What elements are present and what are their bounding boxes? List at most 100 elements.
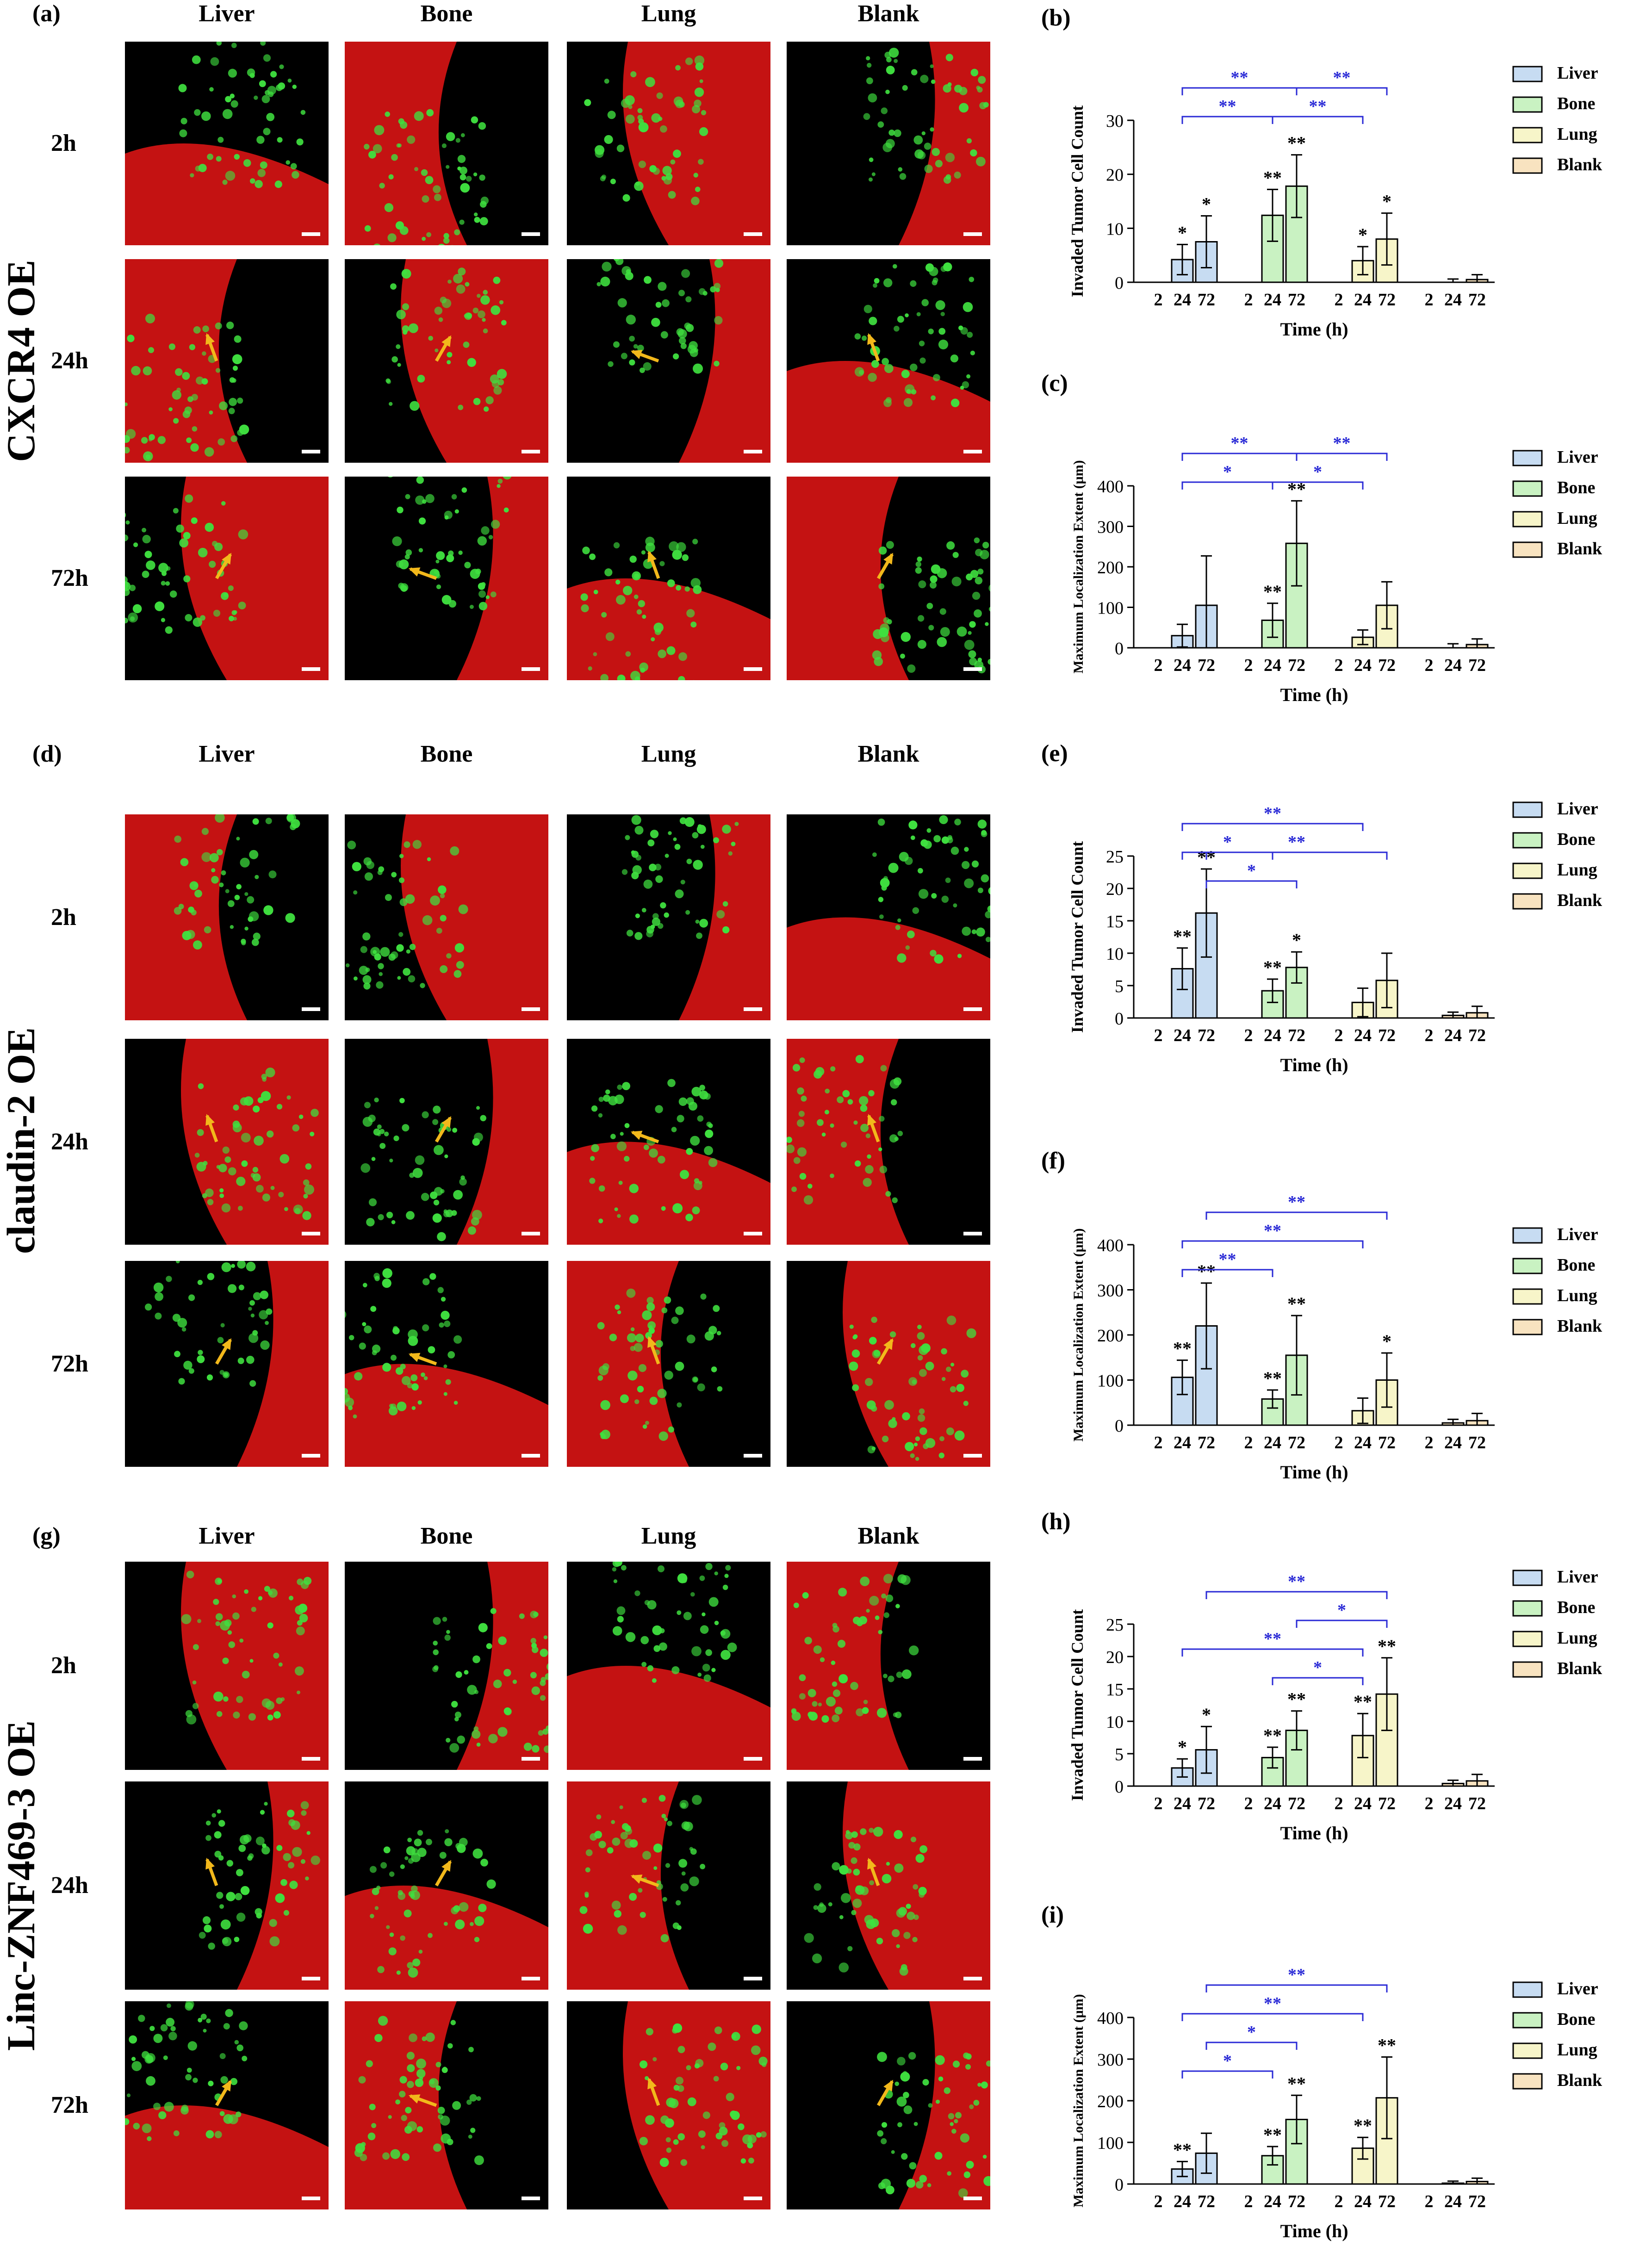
tumor-cell (228, 2114, 238, 2124)
tumor-cell (434, 1200, 439, 1205)
tumor-cell (530, 1672, 537, 1678)
x-tick-label: 72 (1198, 290, 1215, 310)
tumor-cell (598, 1113, 602, 1117)
row-label: 2h (51, 1652, 76, 1679)
tumor-cell (428, 1933, 433, 1938)
tumor-cell (459, 1902, 469, 1912)
tumor-cell (902, 1412, 910, 1421)
x-tick-label: 2 (1154, 1794, 1163, 1813)
tumor-cell (871, 1317, 877, 1323)
tumor-cell (933, 374, 940, 381)
tumor-cell (940, 627, 950, 637)
micrograph-image (787, 814, 990, 1020)
tumor-cell (230, 377, 235, 383)
tumor-cell (677, 1402, 682, 1408)
legend-swatch (1513, 863, 1542, 878)
tumor-cell (202, 325, 209, 332)
x-tick-label: 2 (1425, 2192, 1434, 2211)
tumor-cell (254, 96, 258, 100)
tumor-cell (852, 1384, 859, 1391)
tumor-cell (581, 604, 589, 612)
tumor-cell (883, 1574, 893, 1583)
tumor-cell (249, 1300, 255, 1306)
tumor-cell (918, 640, 926, 649)
x-tick-label: 72 (1288, 656, 1305, 675)
tumor-cell (277, 137, 283, 143)
tumor-cell (649, 1148, 658, 1158)
tumor-cell (489, 535, 493, 540)
tumor-cell (179, 84, 187, 92)
significance-star: * (1358, 224, 1367, 245)
tumor-cell (631, 1328, 635, 1332)
tumor-cell (957, 627, 967, 637)
tumor-cell (972, 592, 980, 600)
tumor-cell (917, 1325, 922, 1329)
tumor-cell (253, 1292, 261, 1300)
tumor-cell (639, 161, 646, 168)
tumor-cell (397, 363, 401, 367)
panel-label: (a) (32, 0, 61, 27)
tumor-cell (909, 1645, 919, 1655)
scale-bar (744, 1757, 762, 1761)
tissue-region (181, 1562, 329, 1770)
tumor-cell (217, 438, 225, 446)
tumor-cell (655, 1105, 663, 1113)
tumor-cell (199, 1932, 206, 1939)
tumor-cell (893, 1713, 898, 1717)
tumor-cell (721, 2140, 728, 2147)
legend-label: Lung (1557, 124, 1597, 144)
tumor-cell (459, 905, 468, 914)
tumor-cell (372, 1157, 376, 1161)
significance-bracket (1182, 482, 1273, 490)
tumor-cell (963, 302, 973, 312)
tumor-cell (981, 2081, 988, 2088)
tumor-cell (209, 561, 216, 568)
tumor-cell (962, 927, 971, 936)
tumor-cell (873, 283, 877, 288)
tumor-cell (454, 230, 460, 236)
tumor-cell (244, 1096, 254, 1106)
tumor-cell (467, 1685, 477, 1694)
tumor-cell (867, 1154, 871, 1159)
tumor-cell (598, 1219, 603, 1223)
x-tick-label: 24 (1354, 1026, 1372, 1045)
tumor-cell (659, 1432, 668, 1441)
tumor-cell (877, 2052, 887, 2062)
tumor-cell (437, 1232, 446, 1241)
tumor-cell (792, 1712, 801, 1721)
tumor-cell (125, 534, 128, 541)
tumor-cell (440, 297, 447, 303)
bracket-label: * (1313, 462, 1322, 482)
tumor-cell (601, 612, 607, 618)
tumor-cell (613, 341, 620, 348)
tumor-cell (917, 312, 921, 316)
tumor-cell (665, 854, 669, 858)
tumor-cell (198, 1083, 204, 1089)
tumor-cell (244, 1589, 248, 1594)
tumor-cell (362, 932, 370, 940)
tumor-cell (918, 615, 924, 621)
tumor-cell (634, 1343, 643, 1352)
bracket-label: ** (1231, 434, 1248, 453)
tumor-cell (424, 1376, 428, 1380)
tumor-cell (239, 1638, 243, 1643)
tumor-cell (677, 328, 684, 335)
legend-label: Bone (1557, 1255, 1595, 1275)
tumor-cell (258, 1596, 262, 1600)
x-tick-label: 72 (1198, 1433, 1215, 1452)
x-tick-label: 72 (1468, 290, 1486, 310)
tumor-cell (447, 279, 452, 284)
tumor-cell (675, 844, 681, 850)
tumor-cell (814, 1883, 821, 1891)
tumor-cell (417, 2126, 423, 2133)
tumor-cell (879, 546, 887, 555)
tissue-region (345, 1886, 548, 1990)
tumor-cell (950, 2122, 954, 2126)
tumor-cell (477, 294, 481, 298)
tumor-cell (360, 1163, 370, 1173)
tumor-cell (446, 1738, 450, 1743)
tumor-cell (226, 1892, 235, 1901)
x-axis-label: Time (h) (1280, 319, 1348, 340)
scale-bar (963, 450, 982, 453)
